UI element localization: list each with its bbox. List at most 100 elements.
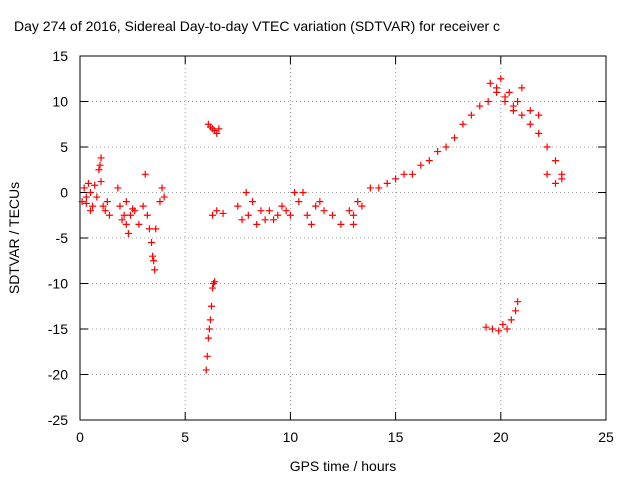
data-point	[114, 184, 122, 192]
x-tick-label: 5	[181, 429, 189, 445]
data-point	[97, 154, 105, 162]
x-axis-label: GPS time / hours	[290, 458, 397, 474]
x-tick-label: 20	[493, 429, 509, 445]
y-tick-label: 0	[60, 185, 68, 201]
data-point	[89, 202, 97, 210]
y-tick-label: 5	[60, 139, 68, 155]
data-point	[139, 202, 147, 210]
data-point	[501, 93, 509, 101]
chart-title: Day 274 of 2016, Sidereal Day-to-day VTE…	[14, 18, 500, 34]
data-point	[249, 198, 257, 206]
data-point	[116, 202, 124, 210]
data-point	[476, 102, 484, 110]
data-point	[408, 170, 416, 178]
data-point	[124, 229, 132, 237]
data-point	[141, 170, 149, 178]
data-point	[558, 175, 566, 183]
data-point	[122, 220, 130, 228]
data-point	[509, 107, 517, 115]
data-point	[103, 198, 111, 206]
data-point	[152, 225, 160, 233]
data-point	[286, 211, 294, 219]
data-point	[219, 209, 227, 217]
data-point	[358, 202, 366, 210]
data-point	[282, 207, 290, 215]
data-point	[507, 316, 515, 324]
data-point	[93, 193, 101, 201]
data-point	[238, 216, 246, 224]
grid-lines	[80, 56, 606, 420]
data-point	[205, 325, 213, 333]
data-point	[270, 216, 278, 224]
data-point	[131, 207, 139, 215]
data-point	[160, 193, 168, 201]
data-point	[278, 202, 286, 210]
data-point	[486, 79, 494, 87]
data-point	[122, 198, 130, 206]
data-point	[345, 207, 353, 215]
data-point	[552, 179, 560, 187]
data-point	[135, 220, 143, 228]
data-point	[91, 181, 99, 189]
data-point	[512, 307, 520, 315]
data-point	[503, 325, 511, 333]
data-point	[210, 280, 218, 287]
data-point	[253, 220, 261, 228]
data-point	[208, 302, 215, 310]
x-tick-label: 0	[76, 429, 84, 445]
data-point	[467, 111, 475, 119]
data-point	[552, 157, 560, 165]
y-tick-label: 15	[52, 48, 68, 64]
data-point	[209, 284, 217, 292]
data-point	[518, 111, 526, 119]
data-point	[209, 211, 217, 219]
x-tick-label: 15	[388, 429, 404, 445]
data-point	[242, 189, 250, 196]
data-points	[78, 75, 566, 374]
data-point	[451, 134, 459, 142]
data-point	[211, 278, 219, 286]
data-point	[206, 316, 214, 324]
data-point	[99, 202, 107, 210]
data-point	[213, 207, 221, 215]
data-point	[203, 352, 211, 360]
data-point	[434, 148, 442, 156]
data-point	[392, 175, 400, 183]
data-point	[375, 184, 383, 192]
data-point	[244, 211, 252, 219]
data-point	[95, 166, 103, 174]
data-point	[87, 189, 95, 196]
data-point	[257, 207, 265, 215]
data-point	[417, 161, 425, 169]
data-point	[291, 189, 299, 196]
data-point	[299, 189, 307, 196]
data-point	[215, 125, 223, 133]
data-point	[87, 207, 95, 215]
data-point	[80, 184, 88, 192]
y-tick-label: -15	[48, 321, 68, 337]
data-point	[312, 202, 320, 210]
data-point	[543, 170, 551, 178]
data-point	[535, 129, 543, 137]
data-point	[383, 179, 391, 187]
data-point	[295, 198, 303, 206]
data-point	[442, 143, 450, 151]
data-point	[78, 198, 86, 206]
x-tick-label: 10	[283, 429, 299, 445]
data-point	[149, 252, 157, 260]
data-point	[514, 298, 522, 306]
data-point	[505, 88, 513, 96]
data-point	[265, 207, 273, 215]
data-point	[337, 220, 345, 228]
data-point	[274, 211, 282, 219]
y-axis-label: SDTVAR / TECUs	[6, 182, 22, 294]
data-point	[151, 266, 159, 274]
data-point	[320, 207, 328, 215]
data-point	[82, 193, 90, 201]
data-point	[328, 211, 336, 219]
data-point	[400, 170, 408, 178]
data-point	[514, 98, 522, 105]
data-point	[97, 178, 105, 186]
data-point	[526, 107, 534, 115]
data-point	[366, 184, 374, 192]
